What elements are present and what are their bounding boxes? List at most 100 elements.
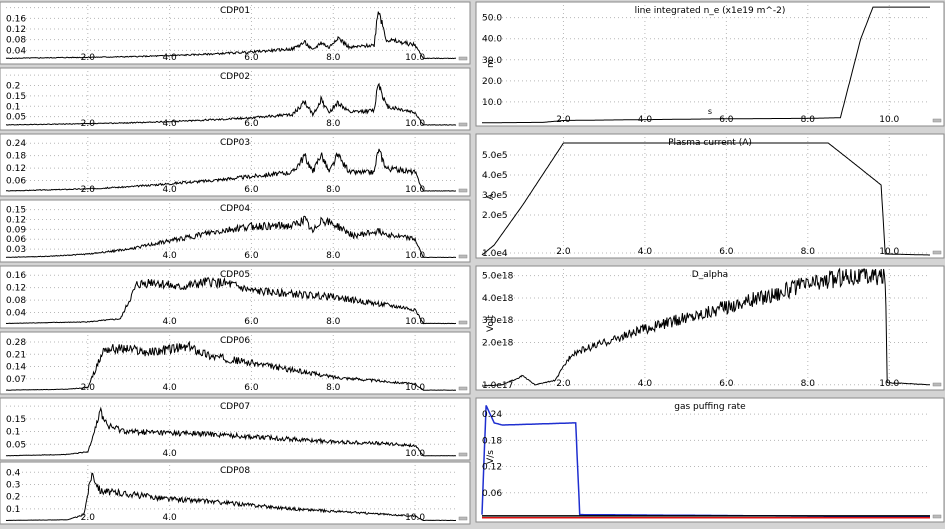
y-tick-label: 0.14 xyxy=(6,363,26,373)
plot-8: CDP08 0.4 0.3 0.2 0.1 2.0 4.0 10.0 xyxy=(0,461,471,525)
x-tick-label: 10.0 xyxy=(405,383,425,393)
y-axis-label: V/s xyxy=(486,450,496,464)
plot-1-trace-1 xyxy=(5,11,457,60)
resize-handle[interactable] xyxy=(458,122,468,127)
resize-handle[interactable] xyxy=(458,56,468,61)
resize-handle[interactable] xyxy=(458,516,468,521)
resize-handle[interactable] xyxy=(458,320,468,325)
y-tick-label: 0.12 xyxy=(6,164,26,174)
x-tick-label: 4.0 xyxy=(638,247,653,257)
y-axis-label: A xyxy=(486,193,496,200)
resize-handle[interactable] xyxy=(932,250,942,255)
plot-3-trace-1 xyxy=(5,148,457,192)
y-tick-label: 0.08 xyxy=(6,296,26,306)
plot-title: D_alpha xyxy=(692,270,728,280)
y-tick-label: 0.15 xyxy=(6,415,26,425)
plot-2: CDP02 0.20.150.10.05 2.0 4.0 6.0 8.0 10.0 xyxy=(0,67,471,131)
y-tick-label: 0.15 xyxy=(6,206,26,216)
plot-8-trace-1 xyxy=(5,472,457,522)
y-tick-label: 0.06 xyxy=(6,177,26,187)
y-tick-label: 0.18 xyxy=(482,436,502,446)
y-tick-label: 5.0e5 xyxy=(482,151,508,161)
x-tick-label: 4.0 xyxy=(162,119,177,129)
x-tick-label: 8.0 xyxy=(801,247,816,257)
resize-handle[interactable] xyxy=(458,254,468,259)
y-tick-label: 0.07 xyxy=(6,375,26,385)
x-tick-label: 6.0 xyxy=(244,317,259,327)
plot-title: CDP08 xyxy=(220,466,250,476)
plot-title: CDP07 xyxy=(220,402,250,412)
plot-2-trace-1 xyxy=(5,82,457,126)
y-tick-label: 0.1 xyxy=(6,505,20,515)
x-tick-label: 4.0 xyxy=(638,115,653,125)
y-tick-label: 2.0e5 xyxy=(482,211,508,221)
plot-10: Plasma current (A) 5.0e5 4.0e5 3.0e5 2.0e5 1.… xyxy=(475,133,945,259)
resize-handle[interactable] xyxy=(932,382,942,387)
plot-title: line integrated n_e (x1e19 m^-2) xyxy=(635,6,786,16)
plot-title: CDP05 xyxy=(220,270,250,280)
y-tick-label: 3.0e5 xyxy=(482,191,508,201)
x-tick-label: 6.0 xyxy=(719,115,734,125)
plot-frame xyxy=(475,133,945,259)
y-tick-label: 0.12 xyxy=(6,215,26,225)
y-tick-label: 0.15 xyxy=(6,92,26,102)
plot-4: CDP04 0.150.120.090.060.03 4.0 6.0 8.0 10.0 xyxy=(0,199,471,263)
x-tick-label: 2.0 xyxy=(81,383,96,393)
y-tick-label: 0.05 xyxy=(6,440,26,450)
x-tick-label: 2.0 xyxy=(556,247,571,257)
y-tick-label: 2.0e18 xyxy=(482,338,514,348)
y-tick-label: 0.1 xyxy=(6,428,20,438)
x-tick-label: 10.0 xyxy=(405,449,425,459)
x-tick-label: 2.0 xyxy=(81,53,96,63)
x-tick-label: 8.0 xyxy=(801,115,816,125)
y-tick-label: 0.06 xyxy=(6,235,26,245)
x-tick-label: 2.0 xyxy=(81,119,96,129)
resize-handle[interactable] xyxy=(458,386,468,391)
plot-title: CDP06 xyxy=(220,336,250,346)
x-tick-label: 8.0 xyxy=(326,317,341,327)
y-tick-label: 0.12 xyxy=(6,25,26,35)
x-tick-label: 10.0 xyxy=(405,251,425,261)
x-tick-label: 4.0 xyxy=(162,251,177,261)
plot-1: CDP01 0.160.120.080.04 2.0 4.0 6.0 8.0 10.0 xyxy=(0,1,471,65)
x-tick-label: 2.0 xyxy=(81,185,96,195)
y-axis-label: Volt xyxy=(486,315,496,332)
x-tick-label: 8.0 xyxy=(801,379,816,389)
y-tick-label: 0.24 xyxy=(482,410,502,420)
x-tick-label: 10.0 xyxy=(405,317,425,327)
x-tick-label: 4.0 xyxy=(162,185,177,195)
y-tick-label: 0.24 xyxy=(6,139,26,149)
y-tick-label: 30.0 xyxy=(482,56,502,66)
plot-6: CDP06 0.28 0.21 0.14 0.07 2.0 4.0 6.0 8.0 10.0 xyxy=(0,331,471,395)
y-tick-label: 0.05 xyxy=(6,113,26,123)
y-tick-label: 0.3 xyxy=(6,480,20,490)
plot-frame xyxy=(475,1,945,127)
plot-11-trace-1 xyxy=(481,267,930,387)
x-tick-label: 6.0 xyxy=(719,247,734,257)
x-tick-label: 10.0 xyxy=(405,53,425,63)
x-tick-label: 6.0 xyxy=(244,185,259,195)
plot-title: CDP01 xyxy=(220,6,250,16)
x-tick-label: 8.0 xyxy=(326,119,341,129)
x-tick-label: 6.0 xyxy=(244,251,259,261)
y-tick-label: 0.12 xyxy=(482,463,502,473)
x-tick-label: 10.0 xyxy=(879,247,899,257)
plot-frame xyxy=(0,265,471,329)
plot-title: CDP02 xyxy=(220,72,250,82)
resize-handle[interactable] xyxy=(932,118,942,123)
plot-frame xyxy=(475,397,945,523)
plot-6-trace-1 xyxy=(6,340,457,391)
resize-handle[interactable] xyxy=(458,452,468,457)
x-axis-label: s xyxy=(708,107,712,116)
y-tick-label: 0.21 xyxy=(6,350,26,360)
x-tick-label: 8.0 xyxy=(326,251,341,261)
x-tick-label: 2.0 xyxy=(556,115,571,125)
y-tick-label: 1.0e17 xyxy=(482,381,513,391)
y-tick-label: 4.0e5 xyxy=(482,171,508,181)
resize-handle[interactable] xyxy=(458,188,468,193)
resize-handle[interactable] xyxy=(932,514,942,519)
x-tick-label: 4.0 xyxy=(638,379,653,389)
y-tick-label: 50.0 xyxy=(482,14,502,24)
y-tick-label: 1.0e4 xyxy=(482,249,508,259)
